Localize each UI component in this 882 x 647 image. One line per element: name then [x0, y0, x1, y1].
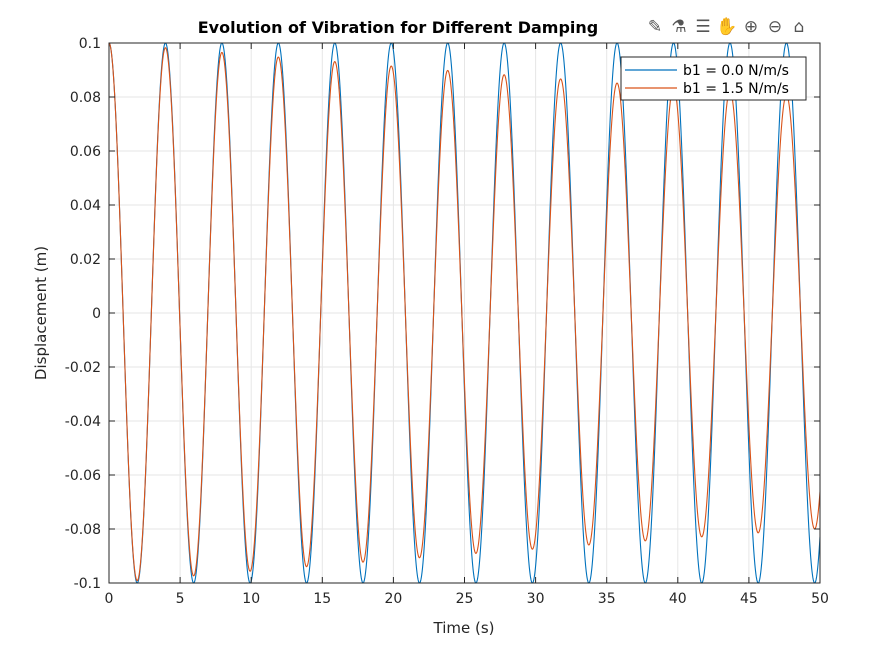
x-tick-label: 25	[456, 591, 474, 607]
y-tick-label: -0.1	[74, 576, 101, 592]
pan-icon[interactable]: ✋	[716, 17, 738, 37]
x-tick-label: 20	[384, 591, 402, 607]
y-tick-label: 0.02	[70, 252, 101, 268]
zoom-in-icon[interactable]: ⊕	[743, 17, 759, 37]
legend-label-b1-1-5: b1 = 1.5 N/m/s	[683, 81, 789, 97]
legend[interactable]: b1 = 0.0 N/m/s b1 = 1.5 N/m/s	[620, 56, 807, 101]
x-tick-label: 30	[527, 591, 545, 607]
x-tick-label: 15	[313, 591, 331, 607]
y-tick-label: -0.02	[65, 360, 101, 376]
x-tick-label: 10	[242, 591, 260, 607]
x-tick-label: 50	[811, 591, 829, 607]
y-tick-label: 0.06	[70, 144, 101, 160]
legend-box	[620, 56, 807, 101]
x-tick-label: 5	[176, 591, 185, 607]
chart-title: Evolution of Vibration for Different Dam…	[198, 18, 599, 37]
legend-label-b1-0: b1 = 0.0 N/m/s	[683, 63, 789, 79]
x-axis-label: Time (s)	[433, 619, 495, 637]
y-tick-label: 0.1	[79, 36, 101, 52]
x-tick-label: 40	[669, 591, 687, 607]
axes-toolbar: ✎ ⚗ ☰ ✋ ⊕ ⊖ ⌂	[644, 16, 810, 38]
edit-icon[interactable]: ✎	[647, 17, 663, 37]
y-tick-label: 0	[92, 306, 101, 322]
legend-icon[interactable]: ☰	[695, 17, 711, 37]
zoom-out-icon[interactable]: ⊖	[767, 17, 783, 37]
series-line-1	[108, 42, 821, 582]
ticks: 0 5 10 15 20 25 30 35 40 45 50 -0.1 -0.08 -0.06 -0.04 -…	[65, 36, 829, 607]
y-tick-label: -0.06	[65, 468, 101, 484]
brush-icon[interactable]: ⚗	[671, 17, 687, 37]
home-icon[interactable]: ⌂	[793, 17, 805, 37]
y-axis-label: Displacement (m)	[32, 246, 50, 380]
y-tick-label: 0.08	[70, 90, 101, 106]
y-tick-label: -0.08	[65, 522, 101, 538]
x-tick-label: 35	[598, 591, 616, 607]
y-tick-label: -0.04	[65, 414, 101, 430]
y-tick-label: 0.04	[70, 198, 101, 214]
x-tick-label: 45	[740, 591, 758, 607]
x-tick-label: 0	[105, 591, 114, 607]
